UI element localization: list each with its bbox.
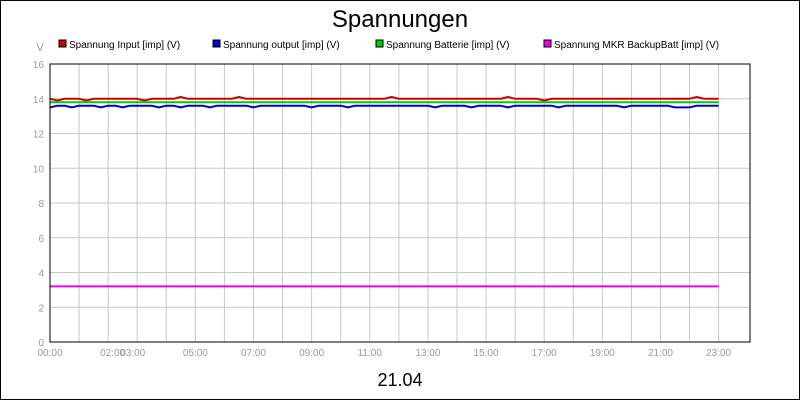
legend-label: Spannung Input [imp] (V): [69, 40, 180, 51]
legend-label: Spannung Batterie [imp] (V): [386, 40, 509, 51]
y-tick-label: 0: [38, 338, 44, 349]
legend-label: Spannung MKR BackupBatt [imp] (V): [554, 40, 719, 51]
x-tick-label: 13:00: [415, 348, 440, 359]
legend-swatch: [375, 39, 384, 48]
x-tick-label: 15:00: [474, 348, 499, 359]
series-lines: [49, 96, 719, 288]
chart-title: Spannungen: [332, 6, 468, 33]
legend: Spannung Input [imp] (V) Spannung output …: [58, 39, 719, 51]
x-tick-label: 02:00: [100, 348, 125, 359]
x-tick-label: 00:00: [37, 348, 62, 359]
x-tick-label: 19:00: [590, 348, 615, 359]
legend-swatch: [58, 39, 67, 48]
series-line-1: [49, 96, 719, 102]
y-tick-label: 14: [33, 95, 45, 106]
x-tick-label: 11:00: [358, 348, 383, 359]
x-tick-label: 17:00: [532, 348, 557, 359]
y-tick-label: 6: [38, 234, 44, 245]
x-axis-date-label: 21.04: [377, 370, 422, 390]
y-axis-unit: V: [36, 42, 44, 54]
x-tick-label: 03:00: [120, 348, 145, 359]
x-tick-label: 05:00: [183, 348, 208, 359]
y-tick-label: 8: [38, 199, 44, 210]
legend-label: Spannung output [imp] (V): [223, 40, 340, 51]
x-tick-label: 09:00: [299, 348, 324, 359]
y-tick-label: 2: [38, 303, 44, 314]
legend-swatch: [212, 39, 221, 48]
series-line-2: [49, 104, 719, 109]
x-tick-label: 23:00: [706, 348, 731, 359]
y-tick-label: 16: [33, 60, 45, 71]
y-tick-label: 12: [33, 130, 45, 141]
x-tick-label: 07:00: [241, 348, 266, 359]
y-tick-label: 4: [38, 269, 44, 280]
legend-swatch: [543, 39, 552, 48]
y-tick-label: 10: [33, 164, 45, 175]
plot-area-border: [49, 63, 751, 343]
x-tick-label: 21:00: [648, 348, 673, 359]
